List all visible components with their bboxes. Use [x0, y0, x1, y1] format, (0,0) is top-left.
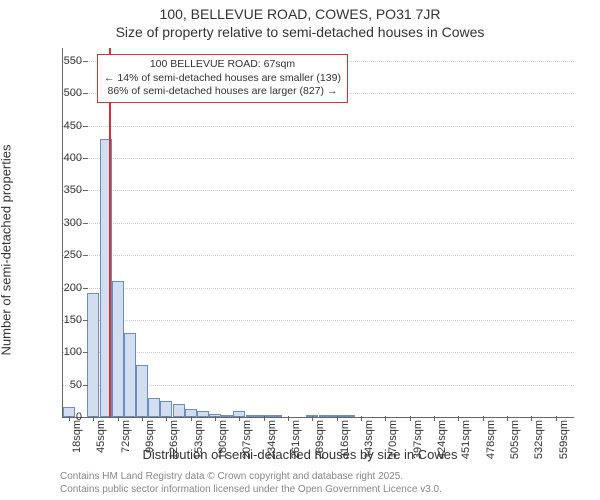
- footer-line1: Contains HM Land Registry data © Crown c…: [60, 471, 442, 484]
- y-tick-label: 500: [46, 87, 82, 99]
- histogram-bar: [246, 415, 258, 417]
- x-axis-label: Distribution of semi-detached houses by …: [0, 447, 600, 462]
- y-tick-label: 450: [46, 120, 82, 132]
- y-tick-label: 250: [46, 249, 82, 261]
- gridline-h: [63, 320, 574, 321]
- gridline-h: [63, 190, 574, 191]
- y-tick-label: 200: [46, 282, 82, 294]
- chart-title-line1: 100, BELLEVUE ROAD, COWES, PO31 7JR: [0, 6, 600, 22]
- info-box: 100 BELLEVUE ROAD: 67sqm ← 14% of semi-d…: [97, 54, 348, 103]
- histogram-bar: [160, 401, 172, 417]
- y-axis-label-text: Number of semi-detached properties: [0, 145, 14, 356]
- gridline-h: [63, 126, 574, 127]
- histogram-bar: [124, 333, 136, 417]
- gridline-h: [63, 223, 574, 224]
- footer-attribution: Contains HM Land Registry data © Crown c…: [60, 471, 442, 496]
- info-box-line2: ← 14% of semi-detached houses are smalle…: [104, 72, 341, 86]
- histogram-bar: [112, 281, 124, 417]
- gridline-h: [63, 158, 574, 159]
- histogram-bar: [270, 415, 282, 417]
- y-tick-label: 100: [46, 346, 82, 358]
- histogram-bar: [319, 415, 331, 417]
- gridline-h: [63, 352, 574, 353]
- y-tick-label: 400: [46, 152, 82, 164]
- y-tick-label: 0: [46, 411, 82, 423]
- y-tick-label: 550: [46, 55, 82, 67]
- y-tick-label: 150: [46, 314, 82, 326]
- chart-container: 100, BELLEVUE ROAD, COWES, PO31 7JR Size…: [0, 0, 600, 500]
- footer-line2: Contains public sector information licen…: [60, 484, 442, 497]
- histogram-bar: [148, 398, 160, 417]
- y-tick-label: 50: [46, 379, 82, 391]
- y-tick-label: 300: [46, 217, 82, 229]
- plot-area: 18sqm45sqm72sqm99sqm126sqm153sqm180sqm20…: [62, 48, 574, 418]
- gridline-h: [63, 288, 574, 289]
- gridline-h: [63, 255, 574, 256]
- histogram-bar: [87, 293, 99, 417]
- histogram-bar: [136, 365, 148, 417]
- histogram-bar: [173, 404, 185, 417]
- histogram-bar: [197, 411, 209, 417]
- histogram-bar: [343, 415, 355, 417]
- histogram-bar: [221, 415, 233, 417]
- info-box-line3: 86% of semi-detached houses are larger (…: [104, 85, 341, 99]
- info-box-line1: 100 BELLEVUE ROAD: 67sqm: [104, 58, 341, 72]
- y-tick-label: 350: [46, 184, 82, 196]
- property-marker-line: [109, 48, 111, 417]
- chart-title-line2: Size of property relative to semi-detach…: [0, 24, 600, 40]
